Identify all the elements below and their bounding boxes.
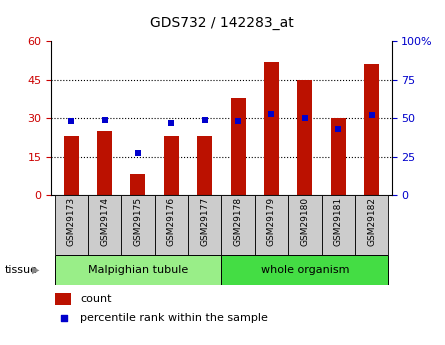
Text: GSM29179: GSM29179 (267, 197, 276, 246)
Text: GDS732 / 142283_at: GDS732 / 142283_at (150, 16, 293, 30)
Point (168, 120, 175, 126)
Point (335, 126, 342, 132)
Bar (188, 195, 222, 255)
Point (61, 315, 68, 321)
Text: count: count (80, 294, 112, 304)
Bar (355, 195, 388, 255)
Point (101, 117, 108, 122)
Text: Malpighian tubule: Malpighian tubule (88, 265, 188, 275)
Text: GSM29174: GSM29174 (100, 197, 109, 246)
Bar (164, 136, 179, 195)
Bar (197, 136, 212, 195)
Text: percentile rank within the sample: percentile rank within the sample (80, 313, 268, 323)
Bar (288, 195, 322, 255)
Bar (88, 195, 121, 255)
Text: ▶: ▶ (32, 265, 40, 275)
Bar (264, 62, 279, 195)
Bar (222, 195, 255, 255)
Bar (322, 195, 355, 255)
Point (368, 112, 375, 118)
Point (235, 118, 242, 124)
Text: GSM29173: GSM29173 (67, 197, 76, 246)
Bar (255, 195, 288, 255)
Text: GSM29175: GSM29175 (134, 197, 142, 246)
Point (301, 115, 308, 121)
Bar (231, 98, 246, 195)
Text: GSM29181: GSM29181 (334, 197, 343, 246)
Point (201, 117, 208, 122)
Text: GSM29178: GSM29178 (234, 197, 243, 246)
Text: whole organism: whole organism (261, 265, 349, 275)
Bar (55, 195, 88, 255)
Text: GSM29176: GSM29176 (167, 197, 176, 246)
Bar (121, 195, 155, 255)
Bar (55, 255, 222, 285)
Text: GSM29182: GSM29182 (367, 197, 376, 246)
Bar (64, 136, 79, 195)
Point (68, 118, 75, 124)
Text: tissue: tissue (4, 265, 37, 275)
Bar (130, 175, 146, 195)
Point (268, 111, 275, 116)
Bar (97, 131, 112, 195)
Bar (55, 293, 72, 305)
Bar (364, 65, 379, 195)
Text: GSM29180: GSM29180 (300, 197, 309, 246)
Bar (222, 255, 388, 285)
Text: GSM29177: GSM29177 (200, 197, 209, 246)
Bar (297, 80, 312, 195)
Point (134, 151, 142, 156)
Bar (155, 195, 188, 255)
Bar (331, 118, 346, 195)
